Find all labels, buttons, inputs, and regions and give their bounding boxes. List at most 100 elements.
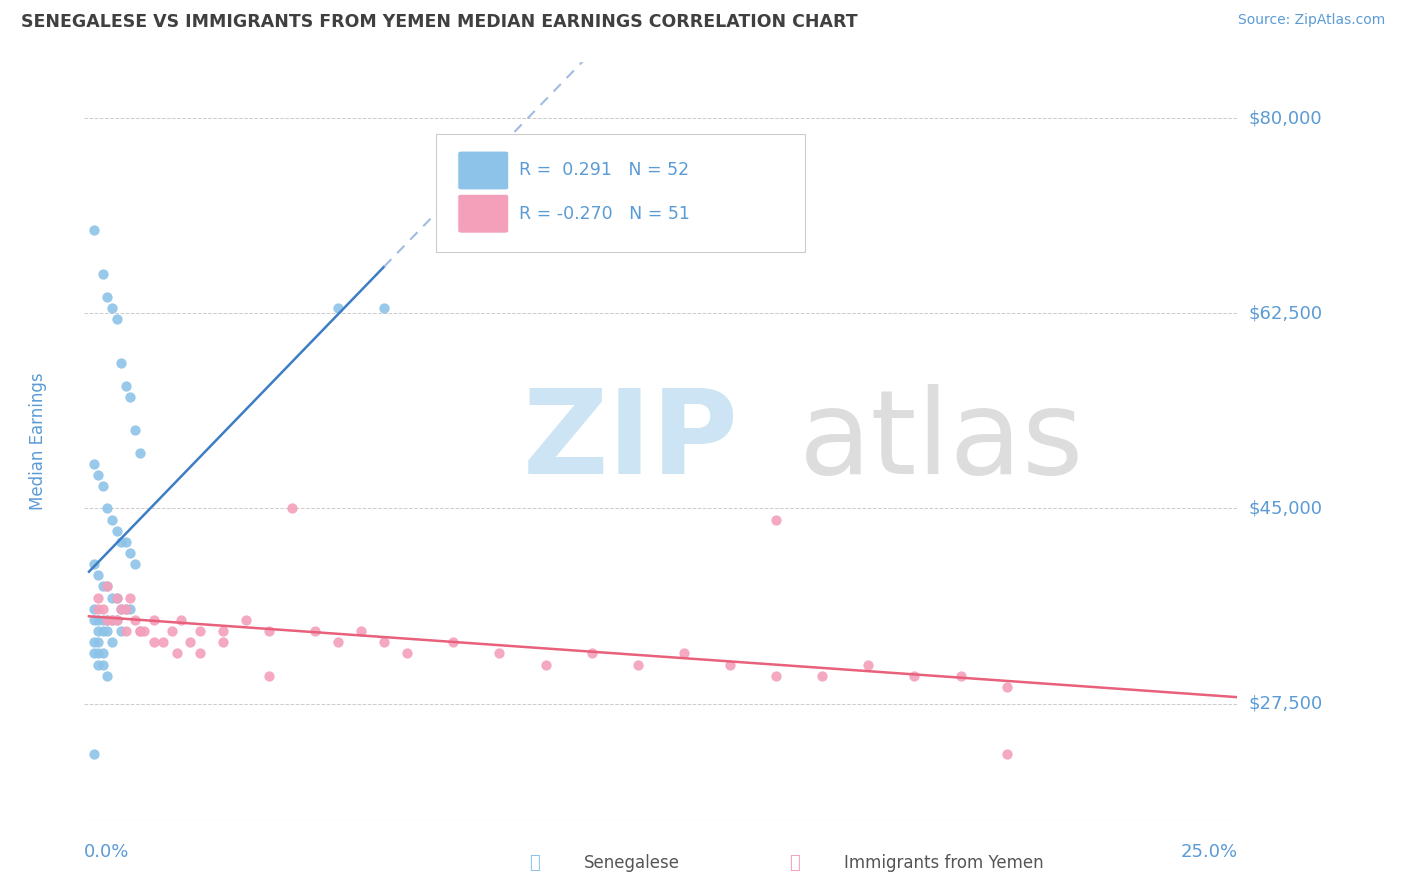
Text: Median Earnings: Median Earnings (30, 373, 48, 510)
Point (96, 501, 118, 516)
Point (96, 289, 118, 303)
Text: ZIP: ZIP (523, 384, 738, 499)
Text: $27,500: $27,500 (1249, 695, 1323, 713)
Point (188, 646, 211, 660)
Point (101, 613, 124, 627)
Point (110, 535, 132, 549)
Point (128, 446, 150, 460)
Text: ⬛: ⬛ (529, 855, 540, 872)
Point (257, 669, 280, 683)
Point (166, 646, 188, 660)
FancyBboxPatch shape (436, 135, 806, 252)
Text: R =  0.291   N = 52: R = 0.291 N = 52 (519, 161, 689, 179)
Point (718, 657, 741, 672)
Text: $45,000: $45,000 (1249, 500, 1323, 517)
Point (87, 467, 110, 482)
Point (105, 591, 128, 605)
Point (373, 635, 395, 649)
Point (105, 613, 128, 627)
Text: $80,000: $80,000 (1249, 109, 1322, 128)
Point (120, 390, 142, 404)
Text: $62,500: $62,500 (1249, 304, 1323, 322)
Point (87, 568, 110, 582)
Point (91, 657, 114, 672)
Point (115, 535, 138, 549)
Point (105, 613, 128, 627)
Point (995, 680, 1018, 694)
Point (83, 223, 105, 237)
Point (170, 613, 193, 627)
Point (101, 512, 124, 526)
Point (101, 301, 124, 315)
Point (124, 613, 146, 627)
Point (627, 657, 650, 672)
Point (350, 624, 373, 639)
Point (373, 301, 395, 315)
Point (83, 635, 105, 649)
Point (115, 624, 138, 639)
Point (96, 613, 118, 627)
Point (91, 479, 114, 493)
Point (396, 646, 419, 660)
Point (326, 635, 349, 649)
Point (83, 602, 105, 616)
Point (96, 580, 118, 594)
Text: atlas: atlas (799, 384, 1084, 499)
Point (105, 312, 128, 326)
Point (91, 646, 114, 660)
Point (96, 624, 118, 639)
Point (441, 635, 464, 649)
Point (110, 356, 132, 371)
Point (101, 613, 124, 627)
Point (142, 635, 165, 649)
Point (142, 613, 165, 627)
Point (124, 557, 146, 572)
Text: Immigrants from Yemen: Immigrants from Yemen (844, 855, 1043, 872)
Point (101, 635, 124, 649)
Point (115, 602, 138, 616)
Point (858, 657, 880, 672)
Point (91, 268, 114, 282)
Point (110, 624, 132, 639)
Point (124, 424, 146, 438)
Text: SENEGALESE VS IMMIGRANTS FROM YEMEN MEDIAN EARNINGS CORRELATION CHART: SENEGALESE VS IMMIGRANTS FROM YEMEN MEDI… (21, 13, 858, 31)
Point (326, 301, 349, 315)
Point (257, 624, 280, 639)
Point (134, 624, 156, 639)
Point (765, 669, 787, 683)
Point (903, 669, 925, 683)
Point (672, 646, 695, 660)
Point (128, 624, 150, 639)
Text: 25.0%: 25.0% (1180, 843, 1237, 861)
Point (96, 580, 118, 594)
Text: 0.0%: 0.0% (84, 843, 129, 861)
Point (87, 591, 110, 605)
Point (304, 624, 326, 639)
Point (83, 457, 105, 471)
Point (83, 557, 105, 572)
FancyBboxPatch shape (458, 151, 509, 190)
Point (83, 646, 105, 660)
Point (110, 602, 132, 616)
Point (83, 613, 105, 627)
Text: ⬛: ⬛ (789, 855, 800, 872)
Point (87, 624, 110, 639)
Point (120, 602, 142, 616)
Point (115, 379, 138, 393)
Point (995, 747, 1018, 761)
Point (179, 635, 201, 649)
Point (87, 635, 110, 649)
Point (91, 602, 114, 616)
Point (87, 602, 110, 616)
Point (91, 613, 114, 627)
Point (120, 591, 142, 605)
Point (120, 546, 142, 560)
Point (488, 646, 510, 660)
Point (949, 669, 972, 683)
Point (96, 613, 118, 627)
Point (188, 624, 211, 639)
Point (211, 624, 233, 639)
Point (160, 624, 183, 639)
Point (581, 646, 603, 660)
Point (83, 747, 105, 761)
